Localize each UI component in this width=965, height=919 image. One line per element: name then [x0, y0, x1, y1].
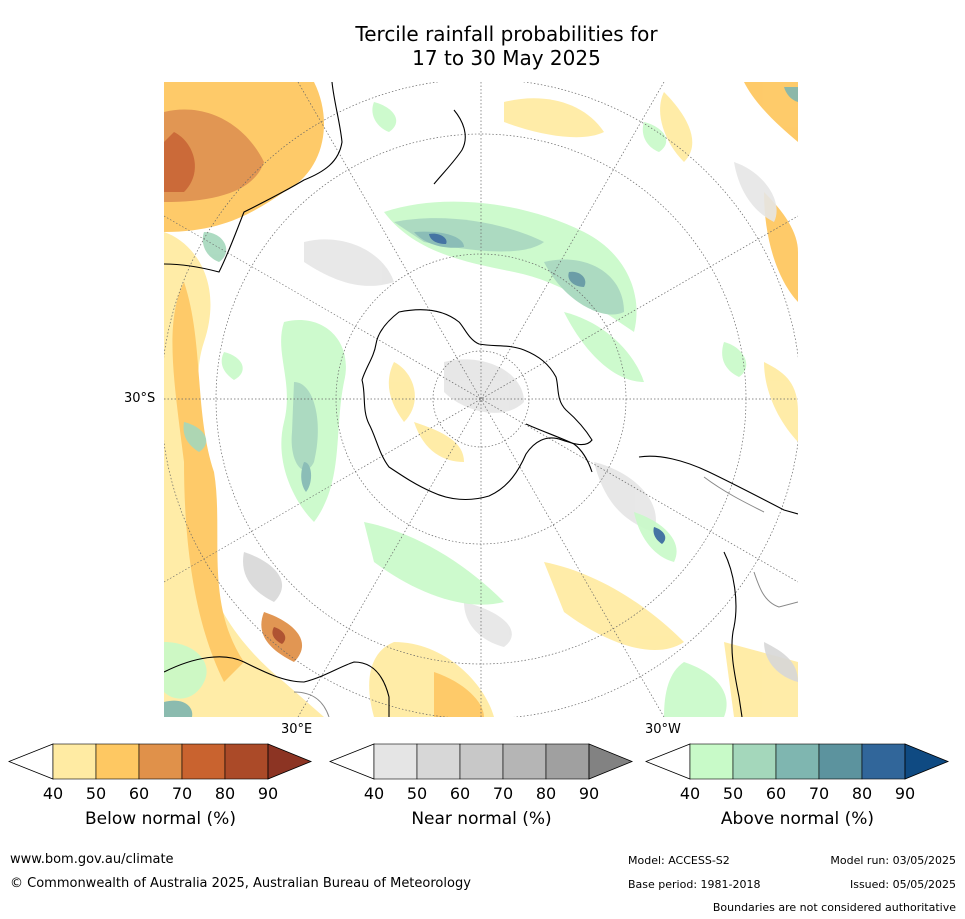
footer-base-period: Base period: 1981-2018: [628, 878, 761, 891]
south-america-coast: [638, 455, 798, 717]
colorbar-segment: [818, 743, 863, 780]
colorbar-segment: [689, 743, 734, 780]
tick-label: 80: [535, 784, 557, 803]
graticule: [164, 82, 798, 717]
near-normal-colorbar: 40 50 60 70 80 90 Near normal (%): [329, 743, 639, 829]
tick-label: 70: [171, 784, 193, 803]
footer-model: Model: ACCESS-S2: [628, 854, 730, 867]
below-normal-ticks: 40 50 60 70 80 90: [8, 784, 318, 806]
colorbar-segment: [459, 743, 504, 780]
tick-label: 90: [894, 784, 916, 803]
lon-label-30w: 30°W: [645, 722, 681, 737]
colorbar-extend-high: [904, 743, 950, 780]
lat-label-30s: 30°S: [124, 391, 156, 406]
probability-map: [164, 82, 798, 717]
lon-label-30e: 30°E: [281, 722, 313, 737]
africa-coast: [164, 656, 390, 717]
colorbar-segment: [732, 743, 777, 780]
tick-label: 60: [765, 784, 787, 803]
near-normal-colorbar-svg: [329, 743, 634, 780]
colorbar-segment: [138, 743, 183, 780]
coastlines: [164, 82, 798, 717]
colorbar-segment: [224, 743, 269, 780]
tick-label: 40: [363, 784, 385, 803]
colorbar-segment: [373, 743, 418, 780]
new-zealand-coast: [433, 109, 466, 185]
colorbar-segment: [52, 743, 97, 780]
colorbar-segment: [181, 743, 226, 780]
footer-disclaimer: Boundaries are not considered authoritat…: [712, 901, 956, 914]
antarctic-peninsula-coast: [525, 423, 593, 473]
tick-label: 70: [808, 784, 830, 803]
tick-label: 90: [257, 784, 279, 803]
tick-label: 50: [406, 784, 428, 803]
colorbar-segment: [416, 743, 461, 780]
country-borders: [293, 476, 798, 717]
above-normal-colorbar-svg: [645, 743, 950, 780]
footer-model-run: Model run: 03/05/2025: [830, 854, 956, 867]
above-normal-ticks: 40 50 60 70 80 90: [645, 784, 955, 806]
australia-coast: [164, 82, 343, 273]
tick-label: 60: [449, 784, 471, 803]
colorbar-extend-high: [267, 743, 313, 780]
tick-label: 50: [722, 784, 744, 803]
footer-url: www.bom.gov.au/climate: [10, 852, 174, 867]
near-normal-ticks: 40 50 60 70 80 90: [329, 784, 639, 806]
colorbar-segment: [775, 743, 820, 780]
near-normal-regions: [243, 162, 798, 682]
tick-label: 40: [42, 784, 64, 803]
below-normal-regions: [164, 82, 798, 717]
map-svg: [164, 82, 798, 717]
footer-copyright: © Commonwealth of Australia 2025, Austra…: [10, 876, 471, 891]
colorbar-extend-high: [588, 743, 634, 780]
colorbar-segment: [95, 743, 140, 780]
map-title: Tercile rainfall probabilities for 17 to…: [0, 22, 965, 70]
title-line-2: 17 to 30 May 2025: [412, 46, 601, 70]
title-line-1: Tercile rainfall probabilities for: [355, 22, 658, 46]
above-normal-colorbar: 40 50 60 70 80 90 Above normal (%): [645, 743, 955, 829]
tick-label: 90: [578, 784, 600, 803]
colorbar-segment: [502, 743, 547, 780]
below-normal-colorbar: 40 50 60 70 80 90 Below normal (%): [8, 743, 318, 829]
tick-label: 40: [679, 784, 701, 803]
antarctica-coast: [361, 309, 593, 501]
colorbar-extend-low: [645, 743, 691, 780]
tick-label: 60: [128, 784, 150, 803]
footer-issued: Issued: 05/05/2025: [849, 878, 956, 891]
above-normal-title: Above normal (%): [720, 809, 875, 829]
above-normal-regions: [164, 87, 798, 717]
tick-label: 80: [851, 784, 873, 803]
tick-label: 50: [85, 784, 107, 803]
colorbar-extend-low: [329, 743, 375, 780]
colorbar-extend-low: [8, 743, 54, 780]
colorbar-segment: [861, 743, 906, 780]
tick-label: 70: [492, 784, 514, 803]
near-normal-title: Near normal (%): [411, 809, 552, 829]
tick-label: 80: [214, 784, 236, 803]
below-normal-title: Below normal (%): [85, 809, 236, 829]
colorbar-segment: [545, 743, 590, 780]
below-normal-colorbar-svg: [8, 743, 313, 780]
